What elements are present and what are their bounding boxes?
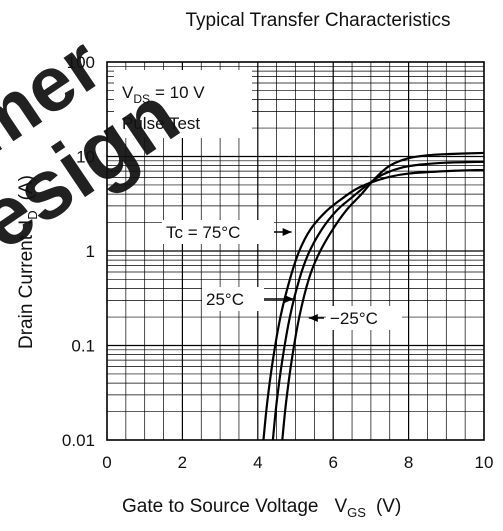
annotation-background	[326, 306, 402, 330]
vds-symbol: V	[122, 83, 134, 102]
data-series	[262, 151, 485, 441]
annotation-arrowhead	[284, 295, 294, 303]
vds-condition: VDS = 10 V	[122, 83, 205, 106]
y-axis-symbol: I	[16, 220, 37, 225]
test-conditions: VDS = 10 V Pulse Test	[114, 70, 252, 138]
y-axis-label: Drain Current ID (A)	[16, 175, 40, 349]
annotation-arrowhead	[282, 228, 292, 236]
y-tick-label: 0.01	[62, 431, 95, 450]
x-tick-label: 6	[328, 453, 337, 472]
x-tick-label: 10	[475, 453, 494, 472]
vds-subscript: DS	[133, 92, 150, 106]
plot-grid	[107, 62, 484, 440]
annotation-1: Tc = 75°C	[162, 220, 292, 244]
y-axis-unit: (A)	[16, 175, 37, 200]
x-axis-label: Gate to Source Voltage VGS (V)	[122, 496, 401, 520]
y-axis-label-text: Drain Current	[16, 234, 37, 349]
annotation-label: −25°C	[330, 309, 378, 328]
chart-title: Typical Transfer Characteristics	[185, 10, 450, 31]
annotation-2: 25°C	[202, 287, 294, 311]
x-tick-label: 2	[178, 453, 187, 472]
pulse-test-label: Pulse Test	[122, 114, 200, 133]
annotation-background	[162, 220, 274, 244]
vds-value: = 10 V	[155, 83, 205, 102]
annotation-3: −25°C	[308, 306, 402, 330]
annotation-label: 25°C	[206, 290, 244, 309]
x-axis-unit: (V)	[376, 496, 401, 517]
x-axis-label-text: Gate to Source Voltage	[122, 496, 318, 517]
series-line-1	[262, 168, 485, 441]
series-line-3	[281, 151, 485, 441]
plot-frame	[106, 61, 485, 441]
y-axis-subscript: D	[25, 210, 40, 219]
watermark: mer design	[0, 19, 195, 296]
x-axis-symbol: V	[334, 496, 347, 517]
y-tick-label: 1	[86, 242, 95, 261]
curve-annotations: Tc = 75°C 25°C −25°C	[162, 220, 402, 330]
x-tick-label: 0	[102, 453, 111, 472]
annotation-background	[202, 287, 264, 311]
x-tick-label: 8	[404, 453, 413, 472]
y-tick-label: 100	[67, 53, 95, 72]
x-tick-label: 4	[253, 453, 262, 472]
y-tick-label: 0.1	[71, 337, 95, 356]
axis-tick-labels: 0 2 4 6 8 10 0.01 0.1 1 10 100	[62, 53, 494, 472]
series-line-2	[271, 160, 485, 441]
annotation-label: Tc = 75°C	[166, 223, 240, 242]
y-tick-label: 10	[76, 148, 95, 167]
annotation-arrowhead	[308, 314, 318, 322]
x-axis-subscript: GS	[347, 505, 366, 520]
test-conditions-background	[114, 70, 252, 138]
